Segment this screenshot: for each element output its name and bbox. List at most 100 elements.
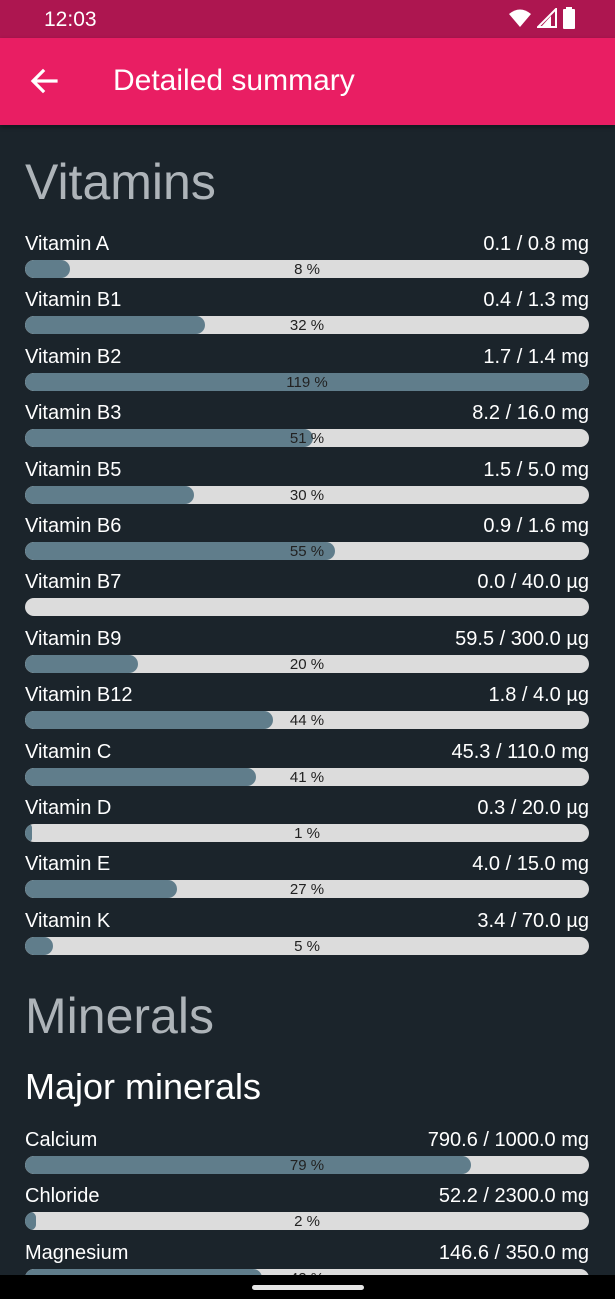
nutrient-amount: 52.2 / 2300.0 mg xyxy=(438,1185,589,1208)
status-time: 12:03 xyxy=(44,8,97,31)
battery-icon xyxy=(563,7,575,29)
wifi-icon xyxy=(509,9,531,27)
minerals-heading: Minerals xyxy=(25,988,214,1044)
nutrient-amount: 59.5 / 300.0 µg xyxy=(455,627,589,650)
nutrient-amount: 8.2 / 16.0 mg xyxy=(472,402,589,425)
progress-percent: 27 % xyxy=(289,881,325,899)
progress-bar: 32 % xyxy=(25,316,589,335)
progress-bar: 55 % xyxy=(25,542,589,560)
progress-fill xyxy=(25,1212,37,1231)
progress-bar xyxy=(25,598,589,617)
nutrient-amount: 790.6 / 1000.0 mg xyxy=(427,1129,589,1151)
nutrient-name: Vitamin B2 xyxy=(25,345,122,368)
progress-fill xyxy=(25,1156,471,1174)
progress-percent: 79 % xyxy=(289,1157,325,1174)
nutrient-amount: 1.5 / 5.0 mg xyxy=(483,458,589,481)
nutrient-name: Vitamin B1 xyxy=(25,289,122,312)
progress-bar: 20 % xyxy=(25,654,589,673)
back-arrow-icon[interactable] xyxy=(28,65,60,97)
progress-fill xyxy=(25,260,71,278)
progress-bar: 41 % xyxy=(25,767,589,786)
progress-percent: 51 % xyxy=(289,430,325,448)
nutrient-name: Vitamin B3 xyxy=(25,402,122,425)
progress-percent: 44 % xyxy=(289,712,325,730)
nutrient-row: Vitamin B2 1.7 / 1.4 mg 119 % xyxy=(25,346,589,398)
nutrient-name: Vitamin A xyxy=(25,233,110,255)
progress-fill xyxy=(25,316,206,335)
nutrient-row: Vitamin B12 1.8 / 4.0 µg 44 % xyxy=(25,684,589,736)
nutrient-name: Vitamin B7 xyxy=(25,571,122,594)
nutrient-amount: 0.4 / 1.3 mg xyxy=(483,289,589,312)
nutrient-row: Vitamin E 4.0 / 15.0 mg 27 % xyxy=(25,853,589,905)
nutrient-name: Vitamin K xyxy=(25,909,111,932)
vitamins-heading: Vitamins xyxy=(25,154,216,210)
progress-bar: 2 % xyxy=(25,1212,589,1231)
nutrient-row: Vitamin B6 0.9 / 1.6 mg 55 % xyxy=(25,515,589,567)
summary-scroll-area[interactable]: Vitamins Vitamin A 0.1 / 0.8 mg 8 % Vitamin… xyxy=(0,125,615,1275)
progress-percent: 41 % xyxy=(289,768,325,786)
nutrient-name: Vitamin D xyxy=(25,797,112,819)
nutrient-amount: 146.6 / 350.0 mg xyxy=(438,1241,589,1264)
nutrient-row: Vitamin B9 59.5 / 300.0 µg 20 % xyxy=(25,628,589,680)
nutrient-row: Vitamin K 3.4 / 70.0 µg 5 % xyxy=(25,910,589,962)
nutrient-amount: 3.4 / 70.0 µg xyxy=(477,909,589,932)
progress-bar: 119 % xyxy=(25,372,589,391)
progress-bar: 5 % xyxy=(25,936,589,955)
progress-percent: 119 % xyxy=(286,373,328,391)
nutrient-row: Vitamin B5 1.5 / 5.0 mg 30 % xyxy=(25,459,589,511)
app-bar: Detailed summary xyxy=(0,38,615,125)
nutrient-row: Vitamin B3 8.2 / 16.0 mg 51 % xyxy=(25,402,589,454)
nutrient-row: Vitamin C 45.3 / 110.0 mg 41 % xyxy=(25,741,589,793)
progress-percent: 55 % xyxy=(289,543,325,560)
nutrient-amount: 1.7 / 1.4 mg xyxy=(483,345,589,368)
nutrient-row: Vitamin B1 0.4 / 1.3 mg 32 % xyxy=(25,289,589,341)
progress-bar: 79 % xyxy=(25,1156,589,1174)
nutrient-amount: 0.3 / 20.0 µg xyxy=(477,797,589,819)
navigation-bar xyxy=(0,1275,615,1299)
nutrient-name: Magnesium xyxy=(25,1241,129,1264)
progress-fill xyxy=(25,485,195,504)
nutrient-name: Vitamin C xyxy=(25,740,112,763)
nutrient-name: Vitamin B12 xyxy=(25,684,133,707)
progress-bar: 30 % xyxy=(25,485,589,504)
nutrient-amount: 45.3 / 110.0 mg xyxy=(451,740,590,763)
progress-bar: 8 % xyxy=(25,260,589,278)
progress-percent: 1 % xyxy=(294,825,320,842)
progress-percent: 20 % xyxy=(289,655,325,673)
progress-bar: 27 % xyxy=(25,880,589,899)
progress-fill xyxy=(25,767,257,786)
progress-bar: 1 % xyxy=(25,824,589,842)
nutrient-amount: 0.0 / 40.0 µg xyxy=(477,571,589,594)
nutrient-name: Vitamin B9 xyxy=(25,627,122,650)
nutrient-row: Vitamin D 0.3 / 20.0 µg 1 % xyxy=(25,797,589,849)
home-gesture-handle[interactable] xyxy=(252,1285,364,1290)
nutrient-name: Vitamin E xyxy=(25,853,111,876)
nutrient-row: Vitamin A 0.1 / 0.8 mg 8 % xyxy=(25,233,589,285)
progress-fill xyxy=(25,1268,262,1275)
progress-percent: 32 % xyxy=(289,317,325,335)
nutrient-amount: 0.1 / 0.8 mg xyxy=(483,233,589,255)
progress-percent: 30 % xyxy=(289,486,325,504)
status-bar: 12:03 xyxy=(0,0,615,38)
progress-percent: 8 % xyxy=(294,261,320,278)
progress-fill xyxy=(25,824,33,842)
nutrient-row: Vitamin B7 0.0 / 40.0 µg xyxy=(25,571,589,623)
progress-fill xyxy=(25,880,178,899)
major-minerals-heading: Major minerals xyxy=(25,1066,262,1107)
progress-percent: 5 % xyxy=(294,937,320,955)
nutrient-row: Calcium 790.6 / 1000.0 mg 79 % xyxy=(25,1129,589,1181)
progress-fill xyxy=(25,711,274,730)
progress-percent: 2 % xyxy=(294,1213,320,1231)
cell-signal-icon xyxy=(537,8,557,28)
progress-fill xyxy=(25,542,336,560)
progress-percent: 42 % xyxy=(25,1270,589,1275)
progress-fill xyxy=(25,372,589,391)
nutrient-name: Vitamin B5 xyxy=(25,458,122,481)
progress-fill xyxy=(25,429,313,448)
progress-fill xyxy=(25,936,54,955)
progress-bar: 51 % xyxy=(25,429,589,448)
nutrient-name: Calcium xyxy=(25,1129,98,1151)
nutrient-name: Vitamin B6 xyxy=(25,515,122,537)
progress-bar: 42 % xyxy=(25,1268,589,1275)
nutrient-amount: 1.8 / 4.0 µg xyxy=(488,684,589,707)
